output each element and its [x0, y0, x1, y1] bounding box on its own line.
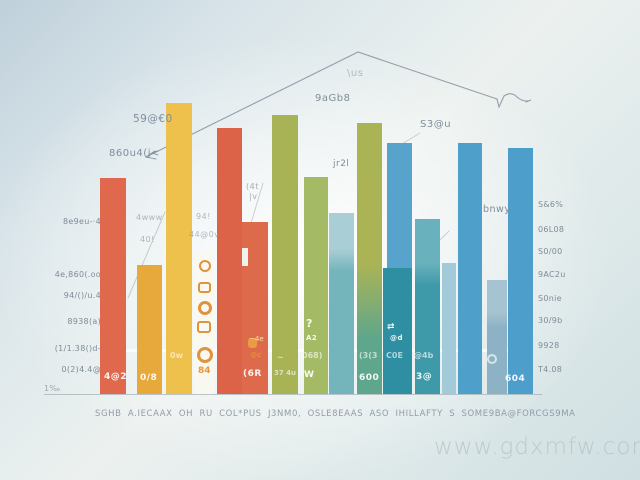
bar-value-label: ~ — [277, 353, 284, 362]
bar-red-1 — [100, 178, 126, 394]
axis-tick-label: T4.08 — [538, 365, 563, 374]
float-label: jr2l — [333, 159, 350, 169]
axis-tick-label: 94/()/u.4 — [63, 291, 101, 300]
float-label: 9aGb8 — [315, 93, 351, 104]
bar-value-label: A2 — [306, 334, 318, 342]
float-label: 860u4(j< — [109, 148, 160, 159]
bar-value-label: 604 — [505, 374, 526, 384]
watermark-text: www.gdxmfw.com — [434, 434, 640, 460]
bar-value-label: 0w — [170, 351, 183, 360]
bar-value-label: ~4e — [249, 335, 264, 343]
float-label: 94! — [196, 212, 211, 221]
badge-icon — [198, 282, 211, 293]
bar-olive-1 — [272, 115, 298, 394]
bar-value-label: (3(3 — [359, 351, 378, 360]
bar-red-2 — [217, 128, 242, 394]
bar-value-label: W — [304, 370, 315, 380]
ring-icon — [197, 347, 213, 363]
ring-icon — [198, 301, 212, 315]
bar-value-label: 84 — [198, 366, 211, 376]
float-label: |v — [249, 192, 258, 201]
float-label: 4www — [136, 213, 163, 222]
badge-icon — [197, 321, 211, 333]
bar-pale-teal — [329, 213, 354, 394]
bar-value-label: ⇄ — [387, 322, 396, 332]
bar-value-label: @c — [250, 351, 262, 359]
float-label: 59@€0 — [133, 113, 173, 125]
bar-yellow — [166, 103, 192, 394]
bar-value-label: @d — [390, 334, 404, 342]
bar-value-label: C0E — [386, 351, 403, 360]
float-label: S3@u — [420, 119, 452, 130]
float-label: (4t — [246, 182, 259, 191]
float-label: 44@0v — [189, 230, 220, 239]
badge-icon — [248, 338, 257, 348]
bar-teal — [415, 219, 440, 394]
bar-value-label: 600 — [359, 373, 380, 383]
bar-value-label: 3@ — [416, 372, 433, 382]
axis-tick-label: 8e9eu-·4 — [62, 217, 101, 226]
axis-tick-label: S0nie — [538, 294, 562, 303]
axis-tick-label: 9AC2u — [538, 270, 566, 279]
axis-tick-label: 0(2)4.4@ — [61, 365, 101, 374]
axis-tick-label: 4e,860(.oo — [54, 270, 101, 279]
float-label: bnwy — [483, 204, 511, 215]
axis-tick-label: 30/9b — [538, 316, 563, 325]
bar-blue-3 — [508, 148, 533, 394]
ring-icon — [487, 354, 497, 364]
bar-blue-2 — [458, 143, 482, 394]
bar-value-label: 0/8 — [140, 373, 158, 383]
x-axis-baseline — [44, 394, 542, 395]
bar-orange — [137, 265, 162, 394]
axis-tick-label: (1/1.38()d- — [54, 344, 101, 353]
bar-dark-teal — [383, 268, 412, 394]
bar-pale-blue-2 — [487, 280, 507, 394]
bar-notch — [242, 248, 248, 266]
bar-value-label: 068) — [302, 351, 323, 360]
axis-tick-label: S0/00 — [538, 247, 563, 256]
ring-icon — [199, 260, 211, 272]
bar-value-label: ? — [306, 317, 313, 330]
bar-value-label: 4@2 — [104, 372, 128, 382]
bar-olive-2 — [304, 177, 328, 394]
x-axis-caption: SGHB A.IECAAX OH RU COL*PUS J3NM0, OSLE8… — [95, 409, 576, 419]
bar-value-label: (6R — [243, 369, 262, 379]
bar-value-label: @4b — [414, 351, 434, 360]
axis-tick-label: 06L08 — [538, 225, 565, 234]
bar-olive-3 — [357, 123, 382, 394]
float-label: \us — [347, 68, 364, 79]
bar-pale-blue-1 — [442, 263, 456, 394]
float-label: 40! — [140, 235, 155, 244]
axis-tick-label: 9928 — [538, 341, 560, 350]
axis-tick-label: 1‰ — [44, 384, 61, 393]
axis-tick-label: S&6% — [538, 200, 564, 209]
axis-tick-label: 8938(a) — [67, 317, 101, 326]
bar-value-label: 37 4u — [274, 369, 297, 377]
